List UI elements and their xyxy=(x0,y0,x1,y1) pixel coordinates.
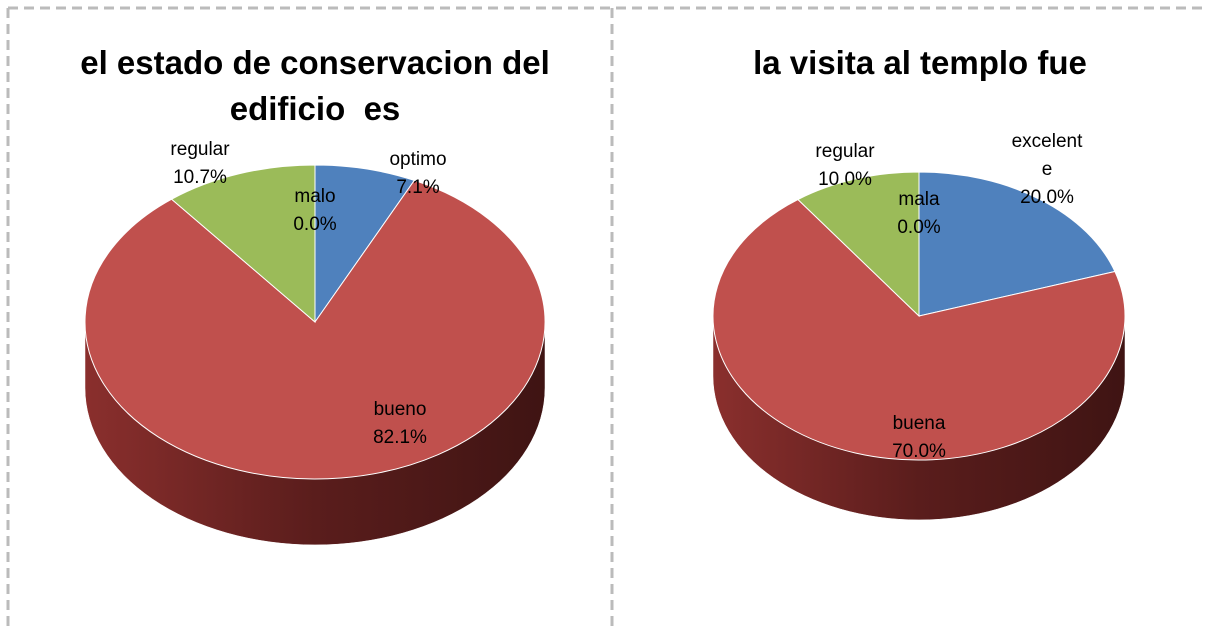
slice-value-label: 10.0% xyxy=(818,169,872,190)
slice-category: regular xyxy=(815,141,875,162)
pie-slice xyxy=(314,164,416,324)
chart-title: el estado de conservacion del edificio e… xyxy=(80,44,559,127)
pie-slice xyxy=(170,164,316,324)
pie-slice xyxy=(712,198,1126,461)
slice-value-label: 0.0% xyxy=(897,217,941,238)
pie-slice xyxy=(84,179,546,480)
slice-category: excelente xyxy=(1011,131,1083,180)
slice-category: bueno xyxy=(373,399,427,420)
slice-category: buena xyxy=(892,413,946,434)
slice-value-label: 10.7% xyxy=(173,167,227,188)
slice-value-label: 7.1% xyxy=(396,177,440,198)
pie-slice xyxy=(797,171,920,318)
slice-value-label: 70.0% xyxy=(892,441,946,462)
slice-category: mala xyxy=(898,189,940,210)
chart-title: la visita al templo fue xyxy=(753,44,1087,81)
slice-category: optimo xyxy=(389,149,447,170)
slice-category: malo xyxy=(294,186,336,207)
slice-category: regular xyxy=(170,139,230,160)
pie-slice xyxy=(918,171,1116,317)
slice-value-label: 82.1% xyxy=(373,427,427,448)
slice-value-label: 20.0% xyxy=(1020,187,1074,208)
slice-value-label: 0.0% xyxy=(293,214,337,235)
